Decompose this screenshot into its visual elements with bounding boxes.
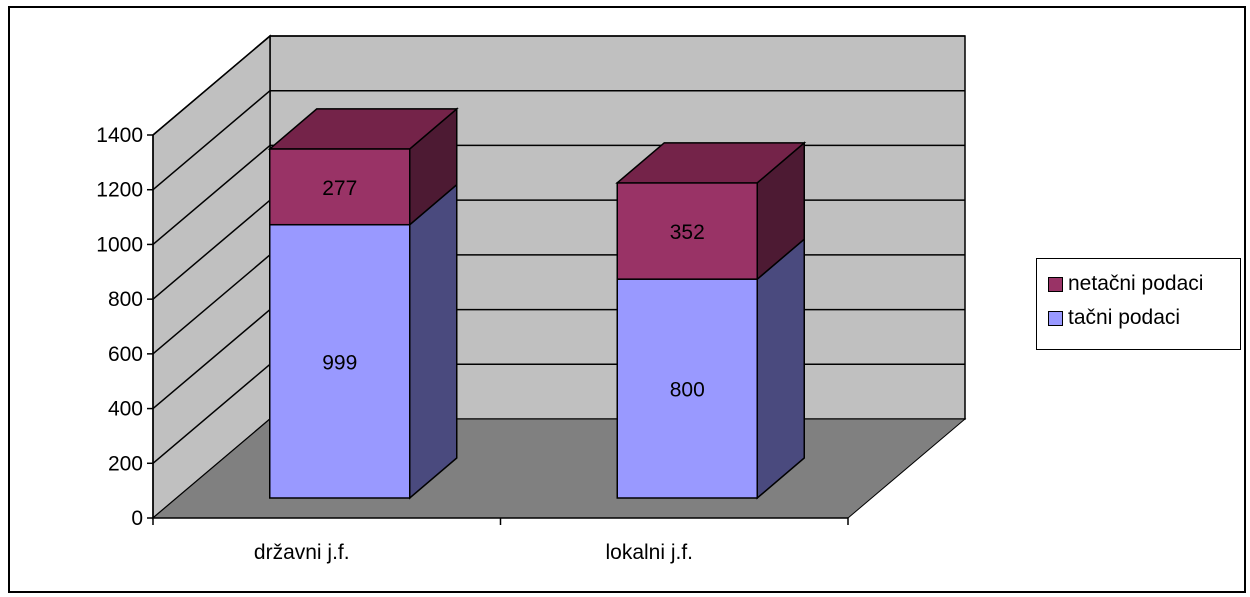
x-category-label: lokalni j.f.: [605, 541, 693, 564]
legend-item-netacni: netačni podaci: [1048, 267, 1240, 301]
legend-swatch-tacni: [1048, 310, 1063, 326]
bar-front-netacni: [616, 182, 758, 280]
bar-front-tacni: [269, 223, 411, 499]
y-tick-label: 200: [108, 452, 143, 475]
legend-label-tacni: tačni podaci: [1068, 306, 1181, 329]
bars: [267, 107, 807, 500]
data-label-netacni: 352: [670, 221, 705, 244]
legend: netačni podaci tačni podaci: [1036, 258, 1241, 350]
legend-item-tacni: tačni podaci: [1048, 301, 1240, 335]
y-tick-label: 1400: [96, 124, 143, 147]
data-label-tacni: 999: [322, 351, 357, 374]
legend-label-netacni: netačni podaci: [1068, 272, 1204, 295]
axes: [147, 134, 849, 525]
data-label-tacni: 800: [670, 379, 705, 402]
labels: 0 200 400 600 800 1000 1200 1400 999 277 državni j…: [96, 124, 704, 564]
gridline-side: [152, 144, 271, 246]
bar-front-tacni: [616, 278, 758, 499]
bar-top-netacni: [615, 142, 807, 184]
bar-top-netacni: [267, 108, 459, 150]
gridline-side: [152, 199, 271, 300]
bar-side-tacni: [409, 183, 458, 500]
y-tick-label: 0: [131, 507, 143, 530]
x-category-label: državni j.f.: [254, 541, 350, 564]
y-tick-label: 1200: [96, 179, 143, 202]
y-tick-label: 600: [108, 343, 143, 366]
gridline-side: [152, 35, 271, 136]
data-label-netacni: 277: [322, 177, 357, 200]
legend-swatch-netacni: [1048, 276, 1063, 292]
gridline-side: [152, 363, 271, 464]
bar-side-tacni: [756, 237, 805, 500]
y-tick-label: 1000: [96, 233, 143, 256]
gridline-side: [152, 90, 271, 191]
y-tick-label: 800: [108, 288, 143, 311]
gridline-side: [152, 254, 271, 355]
y-tick-label: 400: [108, 398, 143, 421]
gridline-side: [152, 308, 271, 410]
bar-front-netacni: [269, 148, 411, 226]
